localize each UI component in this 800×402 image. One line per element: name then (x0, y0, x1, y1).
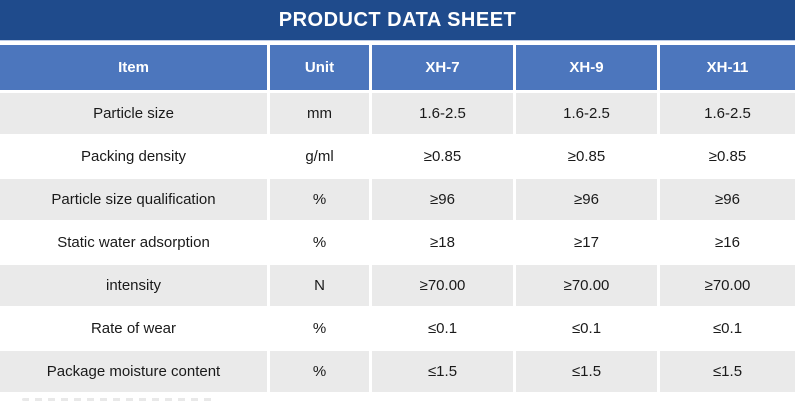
column-header-xh7: XH-7 (369, 45, 513, 90)
table-row: Rate of wear % ≤0.1 ≤0.1 ≤0.1 (0, 308, 795, 349)
item-cell: Rate of wear (90, 320, 177, 337)
page-title: PRODUCT DATA SHEET (278, 8, 517, 31)
item-cell: Particle size (93, 105, 174, 122)
table-row: Package moisture content % ≤1.5 ≤1.5 ≤1.… (0, 351, 795, 392)
table-row: Packing density g/ml ≥0.85 ≥0.85 ≥0.85 (0, 136, 795, 177)
unit-cell: mm (267, 93, 369, 134)
value-cell: ≤0.1 (657, 308, 795, 349)
unit-cell: g/ml (267, 136, 369, 177)
unit-cell: % (267, 351, 369, 392)
table-row: Static water adsorption % ≥18 ≥17 ≥16 (0, 222, 795, 263)
value-cell: 1.6-2.5 (513, 93, 657, 134)
value-cell: ≥96 (513, 179, 657, 220)
value-cell: ≥16 (657, 222, 795, 263)
table-header-row: Item Unit XH-7 XH-9 XH-11 (0, 45, 795, 90)
value-cell: ≥70.00 (657, 265, 795, 306)
value-cell: ≥0.85 (657, 136, 795, 177)
unit-cell: % (267, 308, 369, 349)
unit-cell: % (267, 222, 369, 263)
value-cell: ≤1.5 (513, 351, 657, 392)
value-cell: ≤0.1 (369, 308, 513, 349)
cutoff-next-row (0, 394, 795, 401)
value-cell: ≥17 (513, 222, 657, 263)
title-bar: PRODUCT DATA SHEET (0, 0, 795, 40)
unit-cell: N (267, 265, 369, 306)
title-divider (0, 40, 795, 45)
column-header-xh9: XH-9 (513, 45, 657, 90)
item-cell: Particle size qualification (51, 191, 216, 208)
value-cell: ≤1.5 (369, 351, 513, 392)
column-header-item: Item (118, 59, 149, 76)
value-cell: ≤1.5 (657, 351, 795, 392)
column-header-xh11: XH-11 (657, 45, 795, 90)
table-row: intensity N ≥70.00 ≥70.00 ≥70.00 (0, 265, 795, 306)
value-cell: ≥70.00 (513, 265, 657, 306)
value-cell: ≥70.00 (369, 265, 513, 306)
value-cell: ≥96 (657, 179, 795, 220)
unit-cell: % (267, 179, 369, 220)
cutoff-text-fragment (22, 398, 217, 401)
value-cell: 1.6-2.5 (369, 93, 513, 134)
item-cell: intensity (105, 277, 162, 294)
table-row: Particle size qualification % ≥96 ≥96 ≥9… (0, 179, 795, 220)
item-cell: Package moisture content (46, 363, 221, 380)
value-cell: ≤0.1 (513, 308, 657, 349)
item-cell: Packing density (80, 148, 187, 165)
value-cell: 1.6-2.5 (657, 93, 795, 134)
value-cell: ≥18 (369, 222, 513, 263)
value-cell: ≥96 (369, 179, 513, 220)
table-row: Particle size mm 1.6-2.5 1.6-2.5 1.6-2.5 (0, 93, 795, 134)
item-cell: Static water adsorption (57, 234, 210, 251)
column-header-unit: Unit (267, 45, 369, 90)
value-cell: ≥0.85 (513, 136, 657, 177)
value-cell: ≥0.85 (369, 136, 513, 177)
